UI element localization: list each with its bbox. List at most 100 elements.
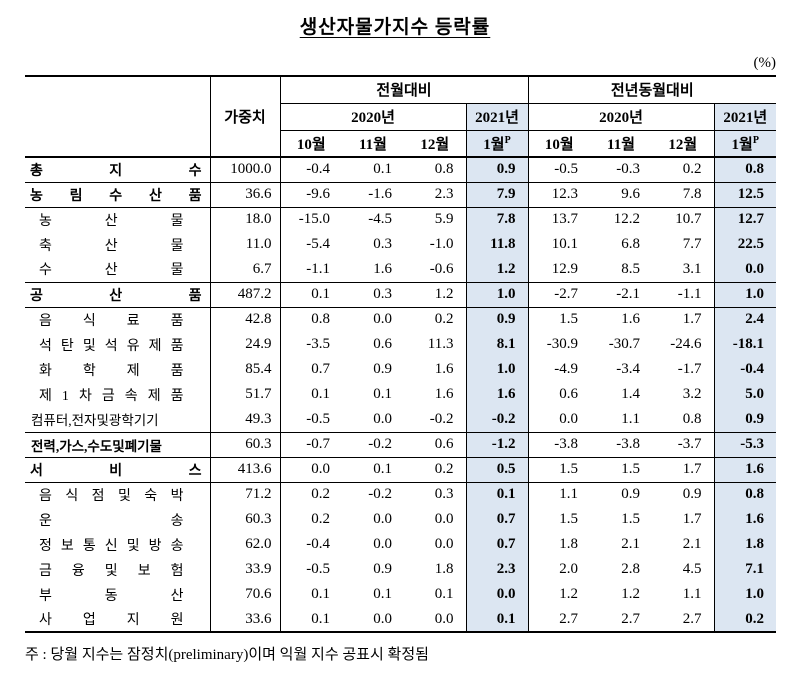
row-label: 공 산 품 [25,281,211,308]
mom-value: -0.7 [280,431,342,458]
weight-value: 413.6 [210,456,281,483]
weight-value: 24.9 [210,332,281,357]
yoy-value: -24.6 [670,336,702,352]
mom-group-header: 전월대비 [280,76,529,104]
yoy-value: 1.5 [590,456,653,483]
yoy-year-2020: 2020년 [528,103,715,131]
mom-value: 0.8 [311,311,330,328]
yoy-value: -1.1 [652,281,715,308]
mom-value: 0.0 [373,610,392,627]
yoy-value: 7.7 [682,236,702,252]
row-label: 컴퓨터,전자및광학기기 [25,407,211,432]
yoy-value: 13.7 [551,211,579,228]
yoy-value: 3.2 [682,386,702,402]
mom-value: -15.0 [298,211,330,228]
yoy-value: 12.2 [613,211,641,228]
mom-value: 8.1 [465,332,529,357]
table-body: 총 지 수 1000.0 -0.4 0.1 0.8 0.9 -0.5 -0.3 0.2 0.8 농 … [25,156,777,632]
mom-value: -0.6 [429,260,454,277]
mom-value: 7.9 [465,181,529,208]
mom-value: 0.7 [311,361,330,377]
yoy-group-header: 전년동월대비 [528,76,777,104]
yoy-year-2021: 2021년 [713,103,777,131]
mom-value: 0.1 [342,156,404,183]
yoy-value: 1.7 [652,456,715,483]
yoy-value: -5.3 [713,431,777,458]
yoy-value: 1.1 [682,586,702,602]
weight-value: 85.4 [210,357,281,382]
yoy-value: -0.3 [590,156,653,183]
yoy-value: 2.4 [713,307,777,332]
yoy-value: 7.1 [713,557,777,582]
yoy-value: -3.7 [652,431,715,458]
mom-value: 0.0 [280,456,342,483]
yoy-value: 0.2 [652,156,715,183]
yoy-value: 1.2 [559,586,579,602]
table-row: 금 융 및 보 험 33.9 -0.5 0.9 1.8 2.3 2.0 2.8 4.5 7.1 [25,557,777,582]
table-row: 부 동 산 70.6 0.1 0.1 0.1 0.0 1.2 1.2 1.1 1.0 [25,582,777,607]
yoy-value: 10.1 [551,236,579,252]
mom-value: 1.6 [465,382,529,407]
mom-year-2021: 2021년 [465,103,529,131]
page-title: 생산자물가지수 등락률 [0,12,790,39]
yoy-value: 2.7 [559,610,579,627]
yoy-value: 12.5 [713,181,777,208]
yoy-value: 2.0 [559,561,579,577]
row-label: 총 지 수 [25,156,211,183]
row-label: 농 산 물 [25,207,211,232]
mom-value: 0.0 [434,511,454,527]
mom-value: -0.2 [429,410,454,427]
table-row: 총 지 수 1000.0 -0.4 0.1 0.8 0.9 -0.5 -0.3 0.2 0.8 [25,156,777,183]
row-label: 운 송 [25,507,211,532]
table-row: 컴퓨터,전자및광학기기 49.3 -0.5 0.0 -0.2 -0.2 0.0 1.1 0.8 0… [25,407,777,432]
weight-value: 487.2 [210,281,281,308]
mom-value: 0.2 [311,511,330,527]
yoy-value: 12.9 [551,260,579,277]
yoy-value: 0.0 [713,257,777,282]
weight-value: 49.3 [210,407,281,432]
mom-value: 0.6 [373,336,392,352]
mom-value: -0.2 [465,407,529,432]
mom-value: 0.1 [342,456,404,483]
table-row: 음 식 점 및 숙 박 71.2 0.2 -0.2 0.3 0.1 1.1 0.9 0.9 0.8 [25,482,777,507]
mom-value: 0.1 [311,386,330,402]
mom-value: -3.5 [306,336,330,352]
weight-value: 62.0 [210,532,281,557]
mom-value: 0.1 [434,586,454,602]
yoy-value: 1.5 [559,511,579,527]
yoy-value: 0.9 [682,486,702,503]
mom-value: -1.1 [306,260,330,277]
table-row: 농 림 수 산 품 36.6 -9.6 -1.6 2.3 7.9 12.3 9.6 7.8 12.… [25,181,777,208]
mom-value: 0.1 [311,586,330,602]
row-label: 축 산 물 [25,232,211,257]
weight-value: 18.0 [210,207,281,232]
yoy-value: 0.8 [713,482,777,507]
table-row: 서 비 스 413.6 0.0 0.1 0.2 0.5 1.5 1.5 1.7 1.6 [25,456,777,483]
row-label: 농 림 수 산 품 [25,181,211,208]
mom-value: 0.3 [434,486,454,503]
mom-value: -0.5 [306,561,330,577]
yoy-value: 2.8 [621,561,641,577]
mom-value: 0.0 [373,311,392,328]
mom-value: 0.1 [280,281,342,308]
weight-value: 36.6 [210,181,281,208]
mom-value: 1.6 [373,260,392,277]
weight-value: 42.8 [210,307,281,332]
mom-value: 0.1 [373,586,392,602]
yoy-value: 9.6 [590,181,653,208]
weight-value: 60.3 [210,431,281,458]
yoy-value: 1.1 [559,486,579,503]
row-label: 음 식 점 및 숙 박 [25,482,211,507]
weight-value: 6.7 [210,257,281,282]
unit-label: (%) [753,55,777,71]
mom-month-dec: 12월 [404,130,466,158]
mom-value: -1.0 [429,236,454,252]
table-row: 공 산 품 487.2 0.1 0.3 1.2 1.0 -2.7 -2.1 -1.1 1.0 [25,281,777,308]
mom-value: 0.7 [465,507,529,532]
table-row: 음 식 료 품 42.8 0.8 0.0 0.2 0.9 1.5 1.6 1.7 2.4 [25,307,777,332]
row-label: 화 학 제 품 [25,357,211,382]
month-label: 1월 [731,136,753,153]
mom-value: 1.8 [434,561,454,577]
mom-value: 0.1 [465,607,529,632]
table-row: 사 업 지 원 33.6 0.1 0.0 0.0 0.1 2.7 2.7 2.7 0.2 [25,607,777,632]
